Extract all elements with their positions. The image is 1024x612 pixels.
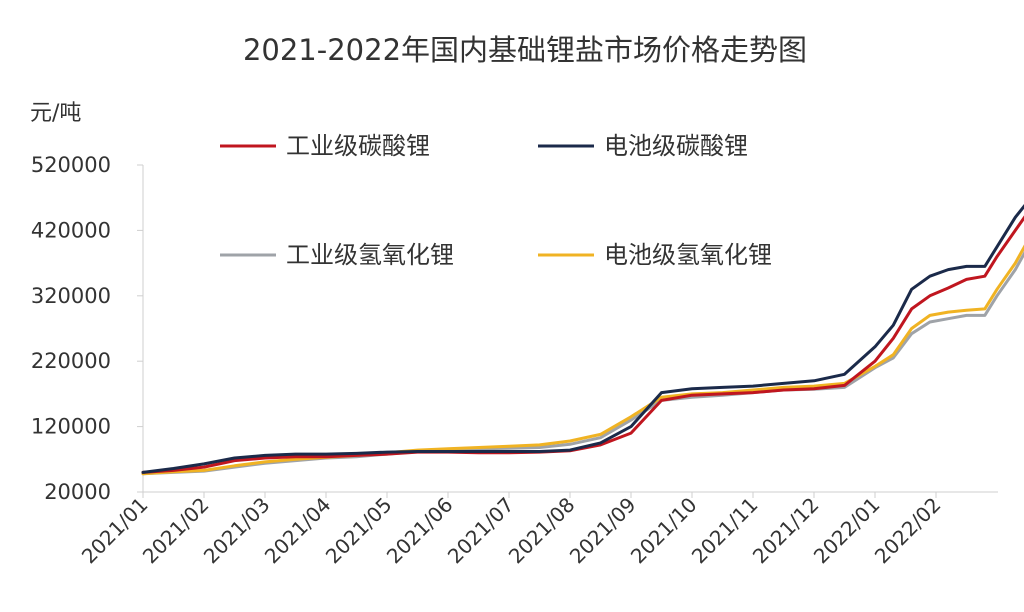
x-tick-label: 2021/03 <box>199 493 275 569</box>
y-axis-unit-label: 元/吨 <box>30 101 81 126</box>
y-tick-label: 520000 <box>31 153 111 177</box>
legend-label-1: 电池级碳酸锂 <box>604 132 748 160</box>
legend-label-3: 电池级氢氧化锂 <box>604 241 772 269</box>
y-tick-label: 420000 <box>31 218 111 242</box>
y-tick-label: 20000 <box>44 480 111 504</box>
legend-item-0: 工业级碳酸锂 <box>220 132 430 160</box>
legend-label-2: 工业级氢氧化锂 <box>286 241 454 269</box>
legend: 工业级碳酸锂 电池级碳酸锂 工业级氢氧化锂 电池级氢氧化锂 <box>220 132 772 269</box>
legend-item-1: 电池级碳酸锂 <box>538 132 748 160</box>
x-tick-label: 2022/01 <box>809 493 885 569</box>
x-tick-label: 2021/12 <box>748 493 824 569</box>
legend-item-2: 工业级氢氧化锂 <box>220 241 454 269</box>
x-axis-ticks: 2021/012021/022021/032021/042021/052021/… <box>77 492 946 568</box>
y-tick-label: 220000 <box>31 349 111 373</box>
x-tick-label: 2021/11 <box>687 493 763 569</box>
x-tick-label: 2021/09 <box>565 493 641 569</box>
y-tick-label: 320000 <box>31 284 111 308</box>
y-tick-label: 120000 <box>31 415 111 439</box>
chart-title: 2021-2022年国内基础锂盐市场价格走势图 <box>243 33 807 67</box>
x-tick-label: 2021/04 <box>260 493 336 569</box>
y-axis-ticks: 520000 420000 320000 220000 120000 20000 <box>31 153 143 504</box>
series-lines <box>141 204 1024 476</box>
series-line-3 <box>141 244 1024 476</box>
x-tick-label: 2021/06 <box>382 493 458 569</box>
x-tick-label: 2021/02 <box>138 493 214 569</box>
x-tick-label: 2021/05 <box>321 493 397 569</box>
series-line-0 <box>141 215 1024 474</box>
x-tick-label: 2021/10 <box>626 493 702 569</box>
legend-label-0: 工业级碳酸锂 <box>286 132 430 160</box>
x-tick-label: 2021/07 <box>443 493 519 569</box>
legend-item-3: 电池级氢氧化锂 <box>538 241 772 269</box>
series-line-1 <box>141 204 1024 474</box>
x-tick-label: 2022/02 <box>870 493 946 569</box>
x-tick-label: 2021/08 <box>504 493 580 569</box>
